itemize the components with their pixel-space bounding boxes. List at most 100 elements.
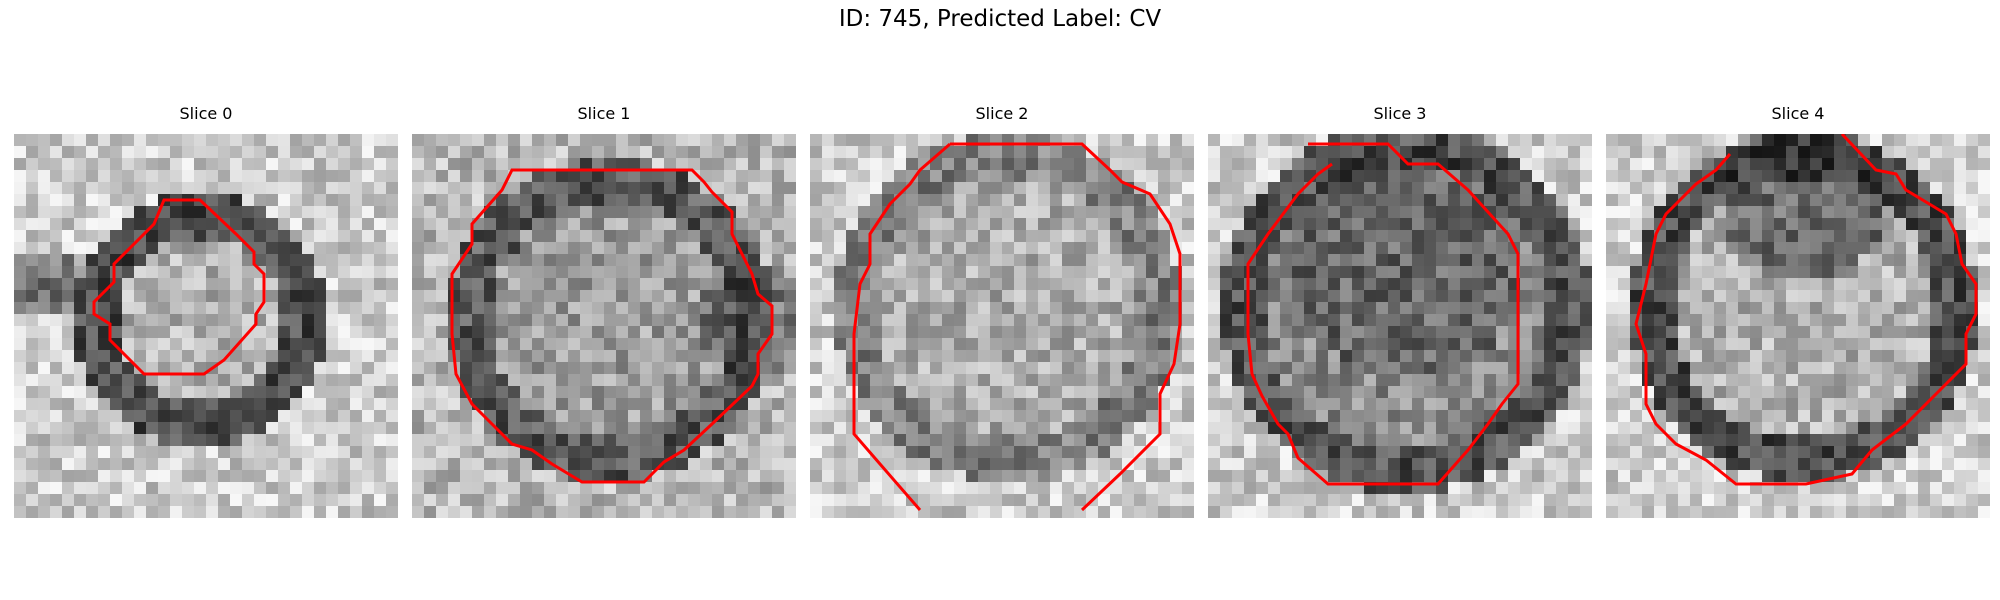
pixel: [1762, 446, 1775, 459]
pixel: [1532, 326, 1545, 339]
pixel: [254, 410, 267, 423]
pixel: [834, 482, 847, 495]
pixel: [218, 278, 231, 291]
pixel: [1050, 470, 1063, 483]
pixel: [62, 314, 75, 327]
pixel: [604, 338, 617, 351]
pixel: [1822, 218, 1835, 231]
pixel: [1110, 194, 1123, 207]
pixel: [1930, 290, 1943, 303]
pixel: [1726, 206, 1739, 219]
pixel: [1400, 302, 1413, 315]
pixel: [1134, 386, 1147, 399]
pixel: [1436, 422, 1449, 435]
pixel: [736, 206, 749, 219]
pixel: [724, 278, 737, 291]
pixel: [484, 338, 497, 351]
pixel: [870, 230, 883, 243]
pixel: [146, 470, 159, 483]
pixel: [1690, 386, 1703, 399]
pixel: [870, 266, 883, 279]
pixel: [242, 446, 255, 459]
pixel: [1858, 410, 1871, 423]
pixel: [1134, 482, 1147, 495]
pixel: [1810, 230, 1823, 243]
pixel: [604, 158, 617, 171]
pixel: [302, 422, 315, 435]
pixel: [834, 506, 847, 518]
pixel: [1472, 278, 1485, 291]
pixel: [918, 434, 931, 447]
pixel: [688, 266, 701, 279]
pixel: [1786, 434, 1799, 447]
pixel: [870, 374, 883, 387]
pixel: [242, 134, 255, 147]
pixel: [664, 494, 677, 507]
pixel: [1014, 242, 1027, 255]
pixel: [1544, 170, 1557, 183]
pixel: [1062, 314, 1075, 327]
pixel: [1110, 254, 1123, 267]
pixel: [1170, 206, 1183, 219]
pixel: [86, 158, 99, 171]
pixel: [1726, 182, 1739, 195]
pixel: [1942, 434, 1955, 447]
pixel: [882, 422, 895, 435]
pixel: [338, 206, 351, 219]
pixel: [1412, 170, 1425, 183]
pixel: [436, 314, 449, 327]
pixel: [664, 470, 677, 483]
pixel: [894, 362, 907, 375]
pixel: [1208, 134, 1221, 147]
pixel: [424, 458, 437, 471]
pixel: [1436, 362, 1449, 375]
pixel: [38, 314, 51, 327]
pixel: [218, 242, 231, 255]
pixel: [448, 398, 461, 411]
pixel: [930, 398, 943, 411]
pixel: [194, 170, 207, 183]
pixel: [326, 230, 339, 243]
pixel: [1580, 302, 1592, 315]
pixel: [1496, 170, 1509, 183]
pixel: [158, 350, 171, 363]
pixel: [266, 374, 279, 387]
pixel: [1014, 458, 1027, 471]
pixel: [1568, 422, 1581, 435]
pixel: [1050, 446, 1063, 459]
pixel: [1666, 350, 1679, 363]
pixel: [1654, 206, 1667, 219]
pixel: [894, 194, 907, 207]
pixel: [158, 410, 171, 423]
pixel: [1508, 458, 1521, 471]
pixel: [1532, 134, 1545, 147]
pixel: [1280, 218, 1293, 231]
pixel: [1026, 434, 1039, 447]
pixel: [1618, 362, 1631, 375]
pixel: [1568, 482, 1581, 495]
pixel: [1170, 170, 1183, 183]
pixel: [206, 446, 219, 459]
pixel: [496, 362, 509, 375]
pixel: [1678, 278, 1691, 291]
pixel: [628, 506, 641, 518]
pixel: [1424, 350, 1437, 363]
pixel: [86, 206, 99, 219]
pixel: [194, 422, 207, 435]
pixel: [894, 386, 907, 399]
pixel: [930, 446, 943, 459]
pixel: [122, 326, 135, 339]
pixel: [1786, 230, 1799, 243]
pixel: [472, 326, 485, 339]
pixel: [1014, 290, 1027, 303]
pixel: [1870, 338, 1883, 351]
pixel: [1580, 398, 1592, 411]
pixel: [1894, 446, 1907, 459]
pixel: [640, 506, 653, 518]
pixel: [1364, 290, 1377, 303]
pixel: [1220, 254, 1233, 267]
segmentation-contour: [950, 142, 1182, 512]
pixel: [1966, 398, 1979, 411]
pixel: [652, 386, 665, 399]
pixel: [640, 362, 653, 375]
